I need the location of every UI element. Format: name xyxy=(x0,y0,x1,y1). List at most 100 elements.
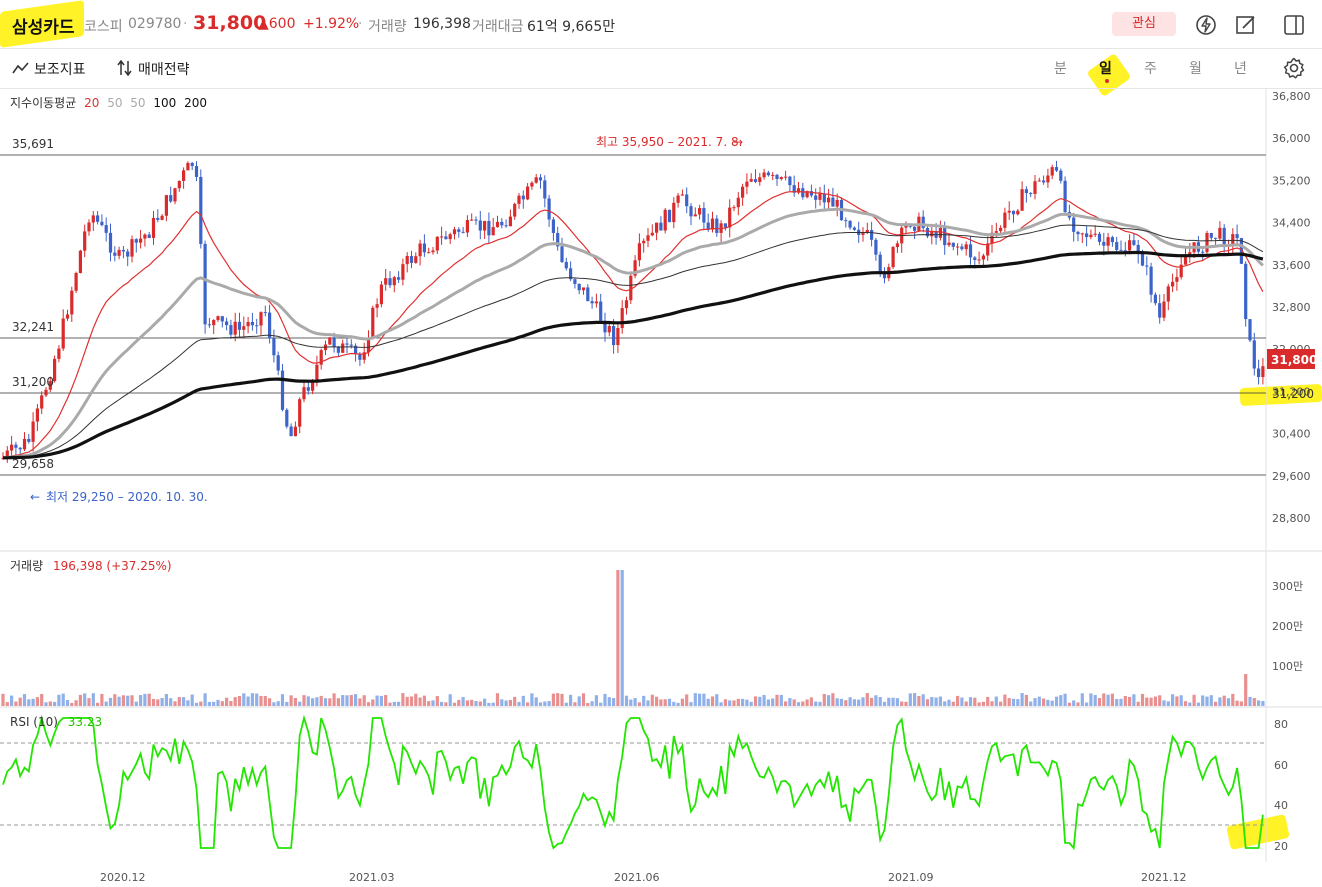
active-dot xyxy=(1105,79,1109,83)
candle-body xyxy=(1132,240,1136,245)
volume-bar xyxy=(448,694,452,706)
candle-body xyxy=(521,195,525,200)
timeframe-day[interactable]: 일 xyxy=(1099,61,1112,77)
volume-bar xyxy=(91,693,95,706)
candle-body xyxy=(1106,237,1110,246)
lightning-icon[interactable] xyxy=(1194,13,1218,37)
volume-bar xyxy=(293,698,297,706)
candle-body xyxy=(827,197,831,203)
candle-body xyxy=(616,328,620,346)
volume-bar xyxy=(745,699,749,706)
volume-bar xyxy=(272,702,276,706)
price-tick: 31,200 xyxy=(1272,385,1311,398)
volume-bar xyxy=(538,702,543,706)
candle-body xyxy=(27,438,31,442)
candle-body xyxy=(1123,250,1127,252)
candle-body xyxy=(1054,167,1059,171)
volume-bar xyxy=(1209,695,1213,706)
candle-body xyxy=(1145,265,1149,267)
candle-body xyxy=(384,278,388,285)
candle-body xyxy=(1042,180,1046,183)
volume-bar xyxy=(74,700,78,706)
volume-bar xyxy=(323,698,328,706)
candle-body xyxy=(1119,249,1123,251)
volume-bar xyxy=(857,699,861,706)
x-tick: 2021.03 xyxy=(349,871,395,884)
candle-body xyxy=(130,239,134,257)
candle-body xyxy=(435,236,439,251)
volume-bar xyxy=(100,693,104,706)
candle-body xyxy=(659,222,663,231)
level-label: 29,658 xyxy=(12,457,54,471)
candle-body xyxy=(483,220,487,231)
candle-body xyxy=(1020,189,1024,211)
volume-bar xyxy=(1201,695,1205,706)
settings-gear-icon[interactable] xyxy=(1282,56,1306,80)
candle-body xyxy=(121,249,125,252)
volume-bar xyxy=(250,693,254,706)
volume-bar xyxy=(298,701,302,706)
volume-bar xyxy=(616,570,620,706)
timeframe-minute[interactable]: 분 xyxy=(1054,61,1067,77)
volume-bar xyxy=(594,695,598,706)
candle-body xyxy=(199,176,203,244)
candle-body xyxy=(1029,193,1033,195)
strategy-button[interactable]: 매매전략 xyxy=(138,62,190,78)
volume-tick: 300만 xyxy=(1272,580,1303,593)
candle-body xyxy=(831,197,835,207)
candle-body xyxy=(242,326,246,330)
timeframe-month[interactable]: 월 xyxy=(1189,61,1202,77)
candle-body xyxy=(14,444,18,448)
volume-bar xyxy=(306,696,310,706)
candle-body xyxy=(680,194,684,196)
candle-body xyxy=(1162,301,1166,318)
price-tick: 35,200 xyxy=(1272,174,1311,187)
candle-body xyxy=(44,389,48,396)
timeframe-year[interactable]: 년 xyxy=(1234,61,1247,77)
candle-body xyxy=(1136,244,1140,255)
indicators-button[interactable]: 보조지표 xyxy=(34,62,86,78)
volume-bar xyxy=(65,700,70,706)
edit-icon[interactable] xyxy=(1234,13,1258,37)
ema-label: 지수이동평균 xyxy=(10,96,76,110)
volume-bar xyxy=(190,694,194,706)
volume-bar xyxy=(1222,695,1226,706)
candle-body xyxy=(809,191,813,196)
volume-bar xyxy=(999,701,1003,706)
timeframe-week[interactable]: 주 xyxy=(1144,61,1157,77)
candle-body xyxy=(547,198,551,220)
candle-body xyxy=(517,195,521,204)
volume-bar xyxy=(526,702,530,706)
volume-bar xyxy=(366,702,371,706)
volume-bar xyxy=(78,694,82,706)
watch-button[interactable]: 관심 xyxy=(1112,12,1176,36)
volume-bar xyxy=(650,694,654,706)
volume-bar xyxy=(435,696,439,706)
candle-body xyxy=(801,188,805,198)
stock-chart[interactable]: 지수이동평균 20 50 50 100 200 35,691 32,241 31… xyxy=(0,88,1322,887)
volume-bar xyxy=(1166,701,1170,706)
candle-body xyxy=(250,322,254,326)
volume-bar xyxy=(977,702,981,706)
candle-body xyxy=(225,321,229,326)
candle-body xyxy=(96,215,100,222)
volume-bar xyxy=(749,701,753,706)
candle-body xyxy=(504,225,508,227)
candle-body xyxy=(964,244,968,250)
volume-bar xyxy=(835,698,839,706)
volume-bar xyxy=(1054,696,1059,706)
volume-bar xyxy=(500,699,504,706)
candle-body xyxy=(534,177,538,183)
panel-toggle-icon[interactable] xyxy=(1282,13,1306,37)
candle-body xyxy=(440,236,444,238)
volume-bar xyxy=(311,698,315,706)
volume-bar xyxy=(427,701,431,706)
candle-body xyxy=(848,220,852,228)
volume-bar xyxy=(1106,694,1110,706)
volume-bar xyxy=(814,701,818,706)
candle-body xyxy=(1166,286,1170,302)
candle-body xyxy=(5,450,9,458)
candle-body xyxy=(246,322,250,327)
volume-bar xyxy=(1136,701,1140,706)
volume-bar xyxy=(1149,697,1153,706)
